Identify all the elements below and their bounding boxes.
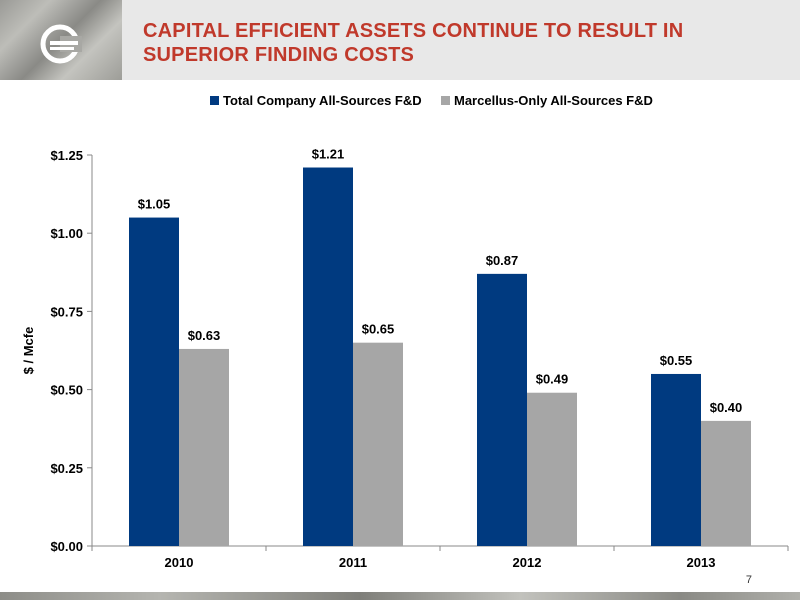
bar-marcellus-2013 xyxy=(701,420,751,546)
legend-label-marcellus: Marcellus-Only All-Sources F&D xyxy=(454,93,653,108)
bar-total-2010 xyxy=(129,217,179,546)
page-title: CAPITAL EFFICIENT ASSETS CONTINUE TO RES… xyxy=(143,19,783,67)
company-logo-icon xyxy=(40,24,82,64)
data-label: $0.63 xyxy=(188,328,221,343)
data-label: $0.55 xyxy=(660,353,693,368)
y-tick-label: $1.00 xyxy=(50,226,83,241)
legend-swatch-total xyxy=(210,96,219,105)
bar-total-2012 xyxy=(477,273,527,546)
data-label: $0.65 xyxy=(362,322,395,337)
y-tick-label: $0.00 xyxy=(50,539,83,554)
y-axis-label: $ / Mcfe xyxy=(21,327,36,375)
logo-block xyxy=(0,0,122,80)
data-label: $0.40 xyxy=(710,400,743,415)
page-title-line-1: CAPITAL EFFICIENT ASSETS CONTINUE TO RES… xyxy=(143,20,684,42)
y-tick-label: $0.75 xyxy=(50,304,83,319)
legend-item-marcellus: Marcellus-Only All-Sources F&D xyxy=(441,93,653,108)
bar-total-2011 xyxy=(303,167,353,546)
chart-legend: Total Company All-Sources F&D Marcellus-… xyxy=(0,93,800,111)
bar-marcellus-2011 xyxy=(353,342,403,546)
data-label: $1.21 xyxy=(312,147,345,162)
data-label: $0.87 xyxy=(486,253,519,268)
legend-swatch-marcellus xyxy=(441,96,450,105)
legend-label-total: Total Company All-Sources F&D xyxy=(223,93,422,108)
footer-strip xyxy=(0,592,800,600)
page-number: 7 xyxy=(745,574,752,586)
y-tick-label: $1.25 xyxy=(50,148,83,163)
bar-marcellus-2012 xyxy=(527,392,577,546)
data-label: $1.05 xyxy=(138,197,171,212)
x-tick-label: 2013 xyxy=(687,555,716,570)
page-title-line-2: SUPERIOR FINDING COSTS xyxy=(143,44,415,66)
y-tick-label: $0.25 xyxy=(50,461,83,476)
bar-marcellus-2010 xyxy=(179,348,229,546)
header-banner: CAPITAL EFFICIENT ASSETS CONTINUE TO RES… xyxy=(0,0,800,80)
y-tick-label: $0.50 xyxy=(50,383,83,398)
x-tick-label: 2012 xyxy=(513,555,542,570)
data-label: $0.49 xyxy=(536,372,569,387)
x-tick-label: 2011 xyxy=(339,555,367,570)
bar-total-2013 xyxy=(651,373,701,546)
x-tick-label: 2010 xyxy=(165,555,194,570)
legend-item-total: Total Company All-Sources F&D xyxy=(210,93,422,108)
